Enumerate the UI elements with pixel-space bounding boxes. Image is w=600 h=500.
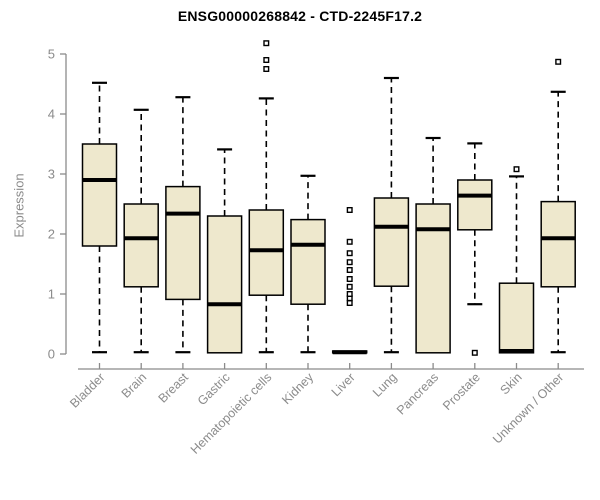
y-tick-label-2: 2 bbox=[48, 227, 55, 242]
outlier-hematopoietic-cells-1 bbox=[263, 57, 270, 64]
chart-title: ENSG00000268842 - CTD-2245F17.2 bbox=[177, 8, 423, 24]
outlier-prostate-0 bbox=[471, 349, 478, 356]
y-tick-label-5: 5 bbox=[48, 47, 55, 62]
y-tick-label-1: 1 bbox=[48, 287, 55, 302]
x-tick-label-gastric: Gastric bbox=[195, 370, 233, 408]
outlier-liver-2 bbox=[346, 291, 353, 298]
box-brain bbox=[123, 203, 159, 288]
x-tick-label-bladder: Bladder bbox=[67, 370, 107, 410]
outlier-liver-9 bbox=[346, 206, 353, 213]
x-tick-label-prostate: Prostate bbox=[440, 370, 483, 413]
outlier-liver-3 bbox=[346, 283, 353, 290]
box-bladder bbox=[81, 143, 118, 247]
box-kidney bbox=[290, 218, 326, 305]
x-tick-label-kidney: Kidney bbox=[279, 370, 316, 407]
outlier-skin-0 bbox=[513, 166, 520, 173]
x-tick-label-unknown-other: Unknown / Other bbox=[490, 370, 566, 446]
box-lung bbox=[373, 197, 410, 287]
y-tick-label-0: 0 bbox=[48, 347, 55, 362]
outlier-unknown-other-0 bbox=[555, 58, 562, 65]
x-tick-label-pancreas: Pancreas bbox=[394, 370, 441, 417]
box-skin bbox=[498, 282, 535, 354]
y-tick-label-4: 4 bbox=[48, 107, 55, 122]
x-tick-label-lung: Lung bbox=[370, 370, 400, 400]
x-tick-label-skin: Skin bbox=[498, 370, 525, 397]
box-prostate bbox=[457, 179, 493, 231]
outlier-liver-8 bbox=[346, 238, 353, 245]
outlier-liver-7 bbox=[346, 250, 353, 257]
y-tick-label-3: 3 bbox=[48, 167, 55, 182]
outlier-liver-5 bbox=[346, 267, 353, 274]
box-gastric bbox=[206, 215, 243, 354]
box-hematopoietic-cells bbox=[248, 209, 285, 296]
x-tick-label-hematopoietic-cells: Hematopoietic cells bbox=[188, 370, 275, 457]
outlier-liver-4 bbox=[346, 276, 353, 283]
box-breast bbox=[165, 185, 201, 301]
outlier-hematopoietic-cells-0 bbox=[263, 65, 270, 72]
x-tick-label-breast: Breast bbox=[156, 370, 192, 406]
x-tick-label-brain: Brain bbox=[119, 370, 150, 401]
outlier-liver-0 bbox=[346, 300, 353, 307]
x-tick-label-liver: Liver bbox=[329, 370, 358, 399]
outlier-liver-6 bbox=[346, 259, 353, 266]
box-unknown-other bbox=[540, 200, 576, 288]
outlier-hematopoietic-cells-2 bbox=[263, 40, 270, 47]
box-pancreas bbox=[415, 203, 451, 354]
